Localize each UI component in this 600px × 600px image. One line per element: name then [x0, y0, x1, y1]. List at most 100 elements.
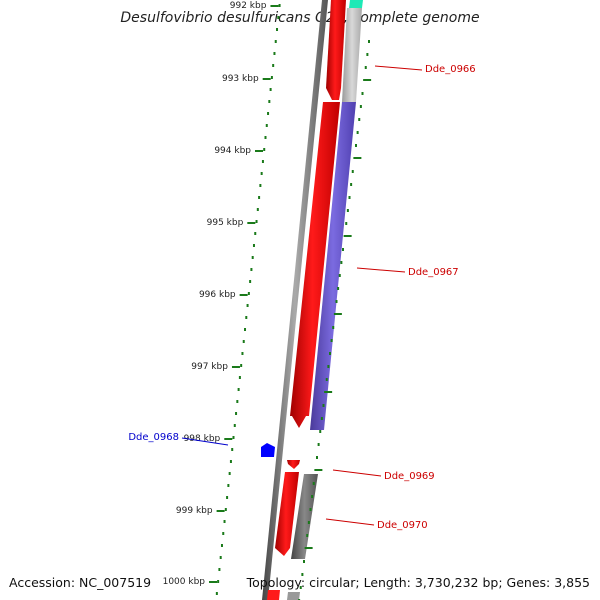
tick-label: 999 kbp — [176, 506, 213, 516]
ruler-dot — [228, 472, 231, 475]
ruler-dot — [226, 496, 229, 499]
lane-dot — [359, 105, 362, 108]
gene-label[interactable]: Dde_0967 — [408, 267, 459, 278]
ruler-dot — [242, 340, 245, 343]
ruler-dot — [258, 196, 261, 199]
gene-leader-line — [374, 65, 423, 71]
ruler-dot — [263, 148, 266, 151]
lane-dot — [353, 157, 362, 159]
ruler-dot — [240, 364, 243, 367]
tick-labels: 992 kbp 993 kbp 994 kbp 995 kbp 996 kbp 997 k… — [163, 1, 267, 587]
lane-dot — [361, 92, 364, 95]
ruler-dot — [215, 592, 218, 595]
ruler-dot — [276, 28, 279, 31]
ruler-dot — [235, 412, 238, 415]
ruler-dot — [224, 508, 227, 511]
lane-dot — [335, 300, 338, 303]
genome-backbone — [262, 0, 328, 600]
lane-dot — [348, 196, 351, 199]
gene-label[interactable]: Dde_0969 — [384, 471, 435, 482]
ruler-dot — [265, 124, 268, 127]
genome-summary: Topology: circular; Length: 3,730,232 bp… — [246, 575, 590, 590]
gene-dde-0968[interactable] — [261, 443, 275, 457]
lane-dot — [312, 482, 315, 485]
tick-label: 995 kbp — [207, 218, 244, 228]
gene-label[interactable]: Dde_0966 — [425, 64, 476, 75]
ruler-major-tick — [247, 222, 256, 224]
lane-dot — [333, 313, 342, 315]
tick-label: 994 kbp — [214, 146, 251, 156]
lane-dot — [325, 378, 328, 381]
ruler-dot — [273, 52, 276, 55]
ruler-dot — [222, 532, 225, 535]
gene-leader-line — [325, 518, 375, 526]
ruler-dot — [237, 388, 240, 391]
lane-dot — [319, 430, 322, 433]
lane-dot — [329, 352, 331, 355]
lane-dot — [351, 170, 354, 173]
tick-label: 993 kbp — [222, 74, 259, 84]
ruler-dot — [245, 316, 248, 319]
ruler-dot — [251, 256, 254, 259]
ruler-dot — [247, 292, 250, 295]
ruler-dot — [217, 580, 220, 583]
gene-label[interactable]: Dde_0970 — [377, 520, 428, 531]
ruler-dot — [274, 40, 277, 43]
gene-dde-0969[interactable] — [287, 460, 300, 469]
ruler-dot — [236, 400, 239, 403]
feature-lane-ticks — [298, 40, 372, 600]
ruler-dot — [218, 568, 221, 571]
tick-label: 992 kbp — [230, 1, 267, 11]
lane-dot — [332, 326, 335, 329]
coordinate-ruler — [209, 4, 281, 595]
lane-dot — [327, 365, 330, 368]
lane-dark-segment-tail — [287, 592, 300, 600]
lane-dot — [363, 79, 372, 81]
ruler-major-tick — [239, 294, 248, 296]
lane-dot — [307, 521, 310, 524]
lane-dot — [368, 40, 370, 43]
ruler-major-tick — [209, 581, 218, 583]
gene-dde-0966[interactable] — [326, 0, 346, 100]
genome-title: Desulfovibrio desulfuricans G20, complet… — [120, 10, 480, 26]
lane-dot — [340, 261, 343, 264]
gene-dde-0970[interactable] — [275, 472, 299, 556]
gene-labels: Dde_0966 Dde_0967 Dde_0968 Dde_0969 Dde_0970 — [128, 64, 475, 531]
lane-dot — [306, 534, 309, 537]
lane-dot — [338, 274, 341, 277]
gene-leader-line — [181, 437, 229, 446]
lane-dot — [311, 495, 314, 498]
ruler-dot — [244, 328, 247, 331]
gene-leader-line — [356, 267, 406, 273]
gene-label[interactable]: Dde_0968 — [128, 432, 179, 443]
ruler-dot — [278, 4, 281, 7]
ruler-dot — [250, 268, 253, 271]
ruler-major-tick — [231, 366, 240, 368]
lane-dot — [343, 235, 352, 237]
ruler-dot — [259, 184, 262, 187]
tick-label: 996 kbp — [199, 290, 236, 300]
lane-dot — [364, 66, 367, 69]
lane-dot — [356, 131, 359, 134]
lane-dot — [322, 404, 325, 407]
ruler-dot — [223, 520, 226, 523]
ruler-dot — [261, 160, 264, 163]
ruler-major-tick — [262, 78, 271, 80]
ruler-dot — [229, 460, 232, 463]
lane-dot — [366, 53, 369, 56]
ruler-dot — [231, 448, 234, 451]
ruler-dot — [252, 244, 255, 247]
ruler-dot — [260, 172, 263, 175]
gene-dde-0967[interactable] — [290, 102, 340, 428]
ruler-dot — [238, 376, 241, 379]
ruler-dot — [220, 544, 223, 547]
ruler-dot — [256, 208, 259, 211]
lane-dot — [304, 547, 313, 549]
lane-dot — [345, 222, 348, 225]
lane-purple-segment — [310, 102, 356, 430]
ruler-dot — [219, 556, 222, 559]
lane-dot — [316, 456, 318, 459]
ruler-major-tick — [224, 438, 233, 440]
ruler-major-tick — [270, 5, 279, 7]
